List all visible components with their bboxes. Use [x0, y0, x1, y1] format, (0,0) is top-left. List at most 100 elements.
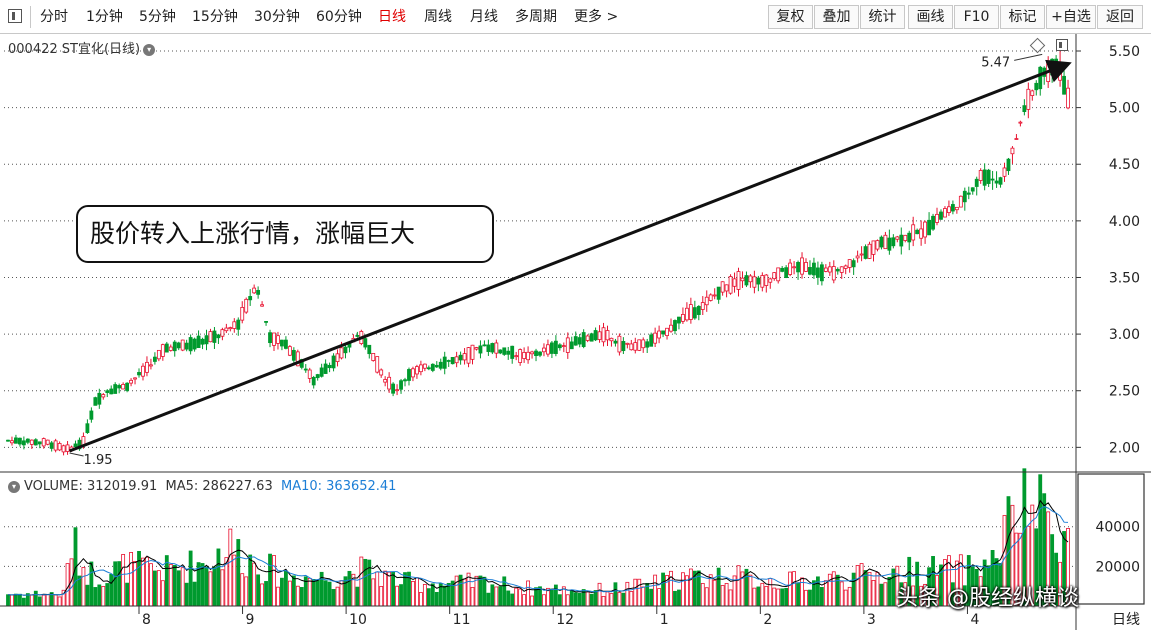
- candle-body: [653, 332, 658, 344]
- volume-bar: [129, 552, 133, 607]
- month-label: 4: [970, 612, 979, 628]
- volume-bar: [891, 568, 896, 607]
- volume-bar: [216, 548, 221, 607]
- candle-body: [911, 224, 916, 241]
- candle-body: [73, 443, 78, 448]
- candle-body: [553, 340, 558, 354]
- volume-bar: [105, 583, 110, 607]
- f10-button[interactable]: F10: [954, 5, 999, 29]
- candle-body: [744, 275, 749, 286]
- volume-bar: [657, 588, 662, 607]
- candle-body: [196, 335, 201, 348]
- chevron-down-icon[interactable]: ▾: [8, 480, 20, 493]
- candle-body: [438, 361, 443, 369]
- tab-30min[interactable]: 30分钟: [254, 9, 300, 25]
- candle-body: [1022, 105, 1027, 112]
- volume-bar: [506, 590, 511, 607]
- candle-body: [137, 372, 141, 376]
- candle-body: [176, 342, 181, 349]
- toolbar-divider: [30, 6, 31, 28]
- candle-body: [45, 439, 50, 445]
- volume-bar: [605, 591, 610, 607]
- candle-body: [629, 343, 634, 351]
- candle-body: [1066, 87, 1070, 109]
- candle-body: [800, 257, 804, 275]
- candle-body: [430, 363, 435, 371]
- volume-bar: [792, 571, 796, 607]
- volume-bar: [486, 592, 491, 607]
- candle-body: [180, 339, 185, 351]
- candle-body: [994, 180, 999, 184]
- volume-bar: [867, 572, 872, 607]
- mark-button[interactable]: 标记: [1000, 5, 1045, 29]
- back-button[interactable]: 返回: [1097, 5, 1143, 29]
- candle-body: [720, 281, 725, 293]
- candle-body: [581, 332, 586, 347]
- volume-bar: [808, 589, 812, 607]
- tab-multi-period[interactable]: 多周期: [515, 9, 557, 25]
- high-pointer: [1014, 53, 1043, 61]
- tab-more[interactable]: 更多 >: [574, 9, 619, 25]
- volume-bar: [720, 585, 725, 607]
- candle-body: [506, 350, 511, 355]
- tab-fenshi[interactable]: 分时: [40, 9, 68, 25]
- volume-bar: [633, 578, 638, 607]
- volume-bar: [220, 569, 225, 607]
- month-label: 8: [142, 612, 151, 628]
- volume-bar: [613, 582, 618, 607]
- panel-toggle-icon[interactable]: [1056, 39, 1068, 51]
- restore-rights-button[interactable]: 复权: [768, 5, 813, 29]
- candle-body: [716, 286, 721, 300]
- tab-weekly[interactable]: 周线: [424, 9, 452, 25]
- candle-body: [708, 294, 713, 301]
- candle-body: [33, 439, 38, 446]
- candle-body: [192, 338, 197, 350]
- add-watchlist-button[interactable]: +自选: [1046, 5, 1096, 29]
- candle-body: [256, 290, 261, 295]
- candle-body: [931, 215, 935, 230]
- candle-body: [474, 347, 479, 350]
- volume-bar: [712, 579, 717, 607]
- month-label: 1: [660, 612, 669, 628]
- candle-body: [577, 337, 582, 345]
- candle-body: [466, 347, 471, 364]
- candle-body: [295, 351, 300, 367]
- volume-bar: [514, 587, 519, 607]
- candle-body: [776, 267, 781, 282]
- volume-bar: [573, 592, 578, 607]
- overlay-button[interactable]: 叠加: [814, 5, 859, 29]
- candle-body: [486, 344, 491, 352]
- candle-body: [752, 276, 757, 288]
- candle-body: [764, 274, 769, 286]
- candle-body: [133, 377, 137, 380]
- candle-body: [407, 369, 411, 381]
- candle-body: [867, 243, 872, 259]
- volume-bar: [553, 584, 558, 607]
- tab-15min[interactable]: 15分钟: [192, 9, 238, 25]
- sidebar-toggle-icon[interactable]: [8, 9, 22, 23]
- candle-body: [950, 204, 955, 212]
- volume-bar: [601, 596, 606, 607]
- candle-body: [990, 178, 995, 181]
- candle-body: [113, 384, 118, 394]
- period-label: 日线: [1112, 612, 1140, 628]
- tab-5min[interactable]: 5分钟: [139, 9, 176, 25]
- tab-1min[interactable]: 1分钟: [86, 9, 123, 25]
- candle-body: [125, 382, 130, 391]
- chevron-down-icon[interactable]: ▾: [143, 43, 156, 56]
- candle-body: [546, 344, 550, 355]
- tab-daily[interactable]: 日线: [378, 9, 406, 25]
- volume-bar: [81, 567, 86, 607]
- statistics-button[interactable]: 统计: [860, 5, 905, 29]
- candle-body: [756, 277, 761, 285]
- volume-bar: [565, 594, 570, 607]
- volume-bar: [736, 565, 741, 607]
- volume-bar: [33, 590, 38, 607]
- tab-60min[interactable]: 60分钟: [316, 9, 362, 25]
- volume-bar: [661, 572, 665, 607]
- candle-body: [268, 332, 272, 344]
- draw-line-button[interactable]: 画线: [908, 5, 953, 29]
- tab-monthly[interactable]: 月线: [470, 9, 498, 25]
- candle-body: [816, 267, 820, 278]
